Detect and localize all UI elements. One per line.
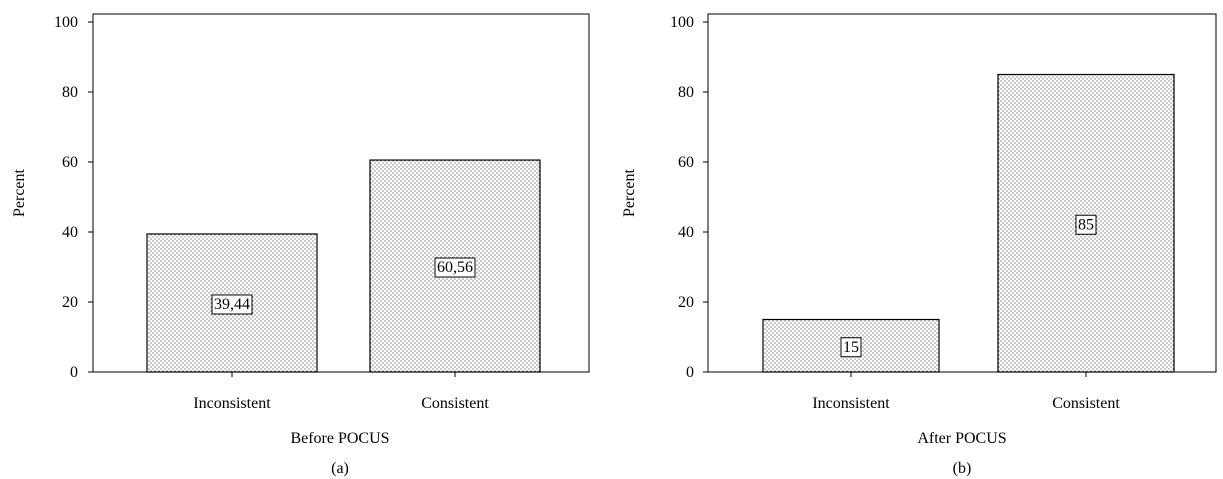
y-axis-label-b: Percent	[621, 168, 638, 217]
x-axis-b: Inconsistent Consistent	[812, 372, 1120, 412]
plot-frame-a	[92, 13, 590, 373]
data-label-b-consistent: 85	[1078, 216, 1094, 233]
panel-label-a: (a)	[331, 460, 349, 477]
y-axis-a: 0 20 40 60 80 100	[54, 14, 93, 381]
x-tick-label-a-consistent: Consistent	[421, 395, 489, 412]
y-tick-label-a-3: 60	[62, 154, 78, 171]
y-tick-label-b-0: 0	[686, 364, 694, 381]
bars-a: 39,44 60,56	[146, 159, 541, 373]
data-label-box-b-consistent	[1075, 214, 1097, 235]
y-tick-label-a-5: 100	[54, 14, 78, 31]
y-axis-b: 0 20 40 60 80 100	[670, 14, 708, 381]
data-label-box-b-inconsistent	[840, 337, 862, 358]
x-axis-label-b: After POCUS	[917, 430, 1006, 447]
bar-a-inconsistent	[146, 233, 318, 373]
x-tick-label-b-consistent: Consistent	[1052, 395, 1120, 412]
chart-panel-a: 39,44 60,56 0 20 40 60 80 100 Inconsistent Cons…	[11, 13, 590, 477]
y-tick-label-b-4: 80	[678, 84, 694, 101]
y-axis-label-a: Percent	[11, 168, 28, 217]
data-label-box-a-inconsistent	[211, 294, 253, 315]
y-tick-label-a-2: 40	[62, 224, 78, 241]
y-tick-label-a-4: 80	[62, 84, 78, 101]
y-tick-label-a-0: 0	[70, 364, 78, 381]
x-axis-label-a: Before POCUS	[290, 430, 389, 447]
x-tick-label-b-inconsistent: Inconsistent	[812, 395, 890, 412]
data-label-b-inconsistent: 15	[843, 339, 859, 356]
data-label-a-inconsistent: 39,44	[214, 296, 250, 313]
x-tick-label-a-inconsistent: Inconsistent	[193, 395, 271, 412]
x-axis-a: Inconsistent Consistent	[193, 372, 489, 412]
y-tick-label-b-2: 40	[678, 224, 694, 241]
y-tick-label-b-5: 100	[670, 14, 694, 31]
panel-label-b: (b)	[953, 460, 972, 477]
plot-frame-b	[707, 13, 1217, 373]
data-label-a-consistent: 60,56	[437, 259, 473, 276]
y-tick-label-b-1: 20	[678, 294, 694, 311]
y-tick-label-b-3: 60	[678, 154, 694, 171]
y-tick-label-a-1: 20	[62, 294, 78, 311]
data-label-box-a-consistent	[434, 257, 476, 278]
